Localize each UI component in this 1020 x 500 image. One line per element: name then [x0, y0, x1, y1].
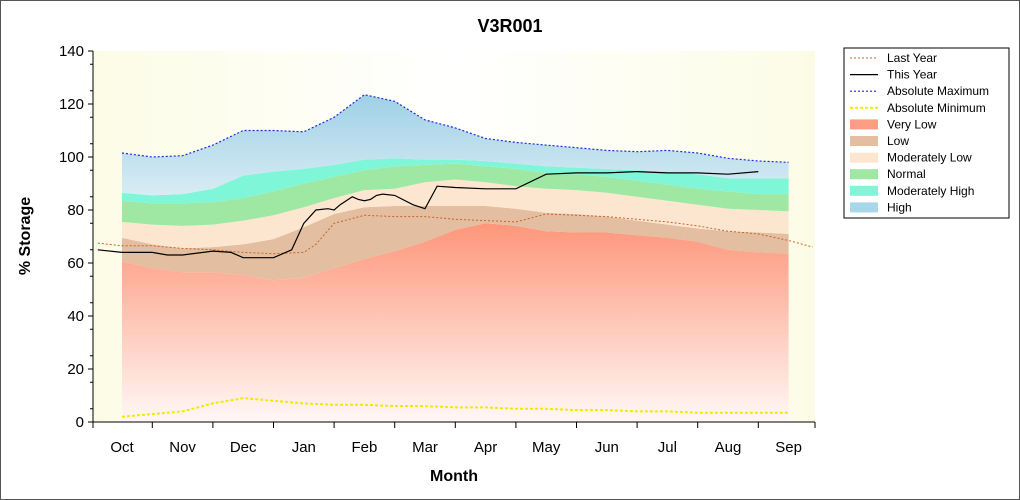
band-high — [122, 94, 789, 196]
x-tick-label: Jan — [292, 439, 316, 456]
legend-label-very-low: Very Low — [887, 117, 937, 131]
legend-label-moderately-low: Moderately Low — [887, 151, 972, 165]
legend: Last Year This Year Absolute Maximum Absolu… — [843, 47, 1010, 219]
y-tick-label: 120 — [59, 96, 84, 113]
x-tick-label: Sep — [775, 439, 802, 456]
line-absolute-minimum — [121, 397, 789, 418]
legend-label-moderately-high: Moderately High — [887, 184, 974, 198]
legend-label-last-year: Last Year — [887, 51, 937, 65]
band-moderately-high — [122, 158, 789, 204]
y-ticks: 0 20 40 60 80 100 120 140 — [59, 43, 93, 431]
chart-title: V3R001 — [477, 16, 542, 36]
legend-swatch-low — [850, 136, 878, 146]
legend-swatch-normal — [850, 169, 878, 180]
x-tick-label: May — [532, 439, 561, 456]
legend-label-this-year: This Year — [887, 68, 937, 82]
y-axis-title: % Storage — [17, 197, 34, 275]
y-tick-label: 40 — [67, 308, 84, 325]
legend-label-absolute-minimum: Absolute Minimum — [887, 101, 986, 115]
legend-swatch-moderately-low — [850, 152, 878, 163]
line-last-year — [97, 213, 813, 255]
line-this-year — [97, 170, 759, 259]
x-tick-label: Aug — [715, 439, 742, 456]
legend-label-normal: Normal — [887, 167, 926, 181]
legend-label-absolute-maximum: Absolute Maximum — [887, 84, 989, 98]
legend-label-low: Low — [887, 134, 909, 148]
legend-swatch-high — [850, 202, 878, 213]
band-low — [122, 206, 789, 281]
series-lines — [97, 94, 813, 418]
x-tick-label: Jun — [595, 439, 619, 456]
x-tick-label: Mar — [412, 439, 438, 456]
x-tick-label: Feb — [351, 439, 377, 456]
band-very-low — [122, 223, 789, 422]
band-normal — [122, 163, 789, 226]
y-tick-label: 100 — [59, 149, 84, 166]
y-tick-label: 20 — [67, 361, 84, 378]
band-moderately-low — [122, 179, 789, 249]
y-tick-label: 140 — [59, 43, 84, 60]
line-absolute-maximum — [121, 94, 789, 163]
y-tick-label: 80 — [67, 202, 84, 219]
legend-swatch-moderately-high — [850, 185, 878, 196]
x-tick-label: Nov — [169, 439, 196, 456]
range-bands — [122, 94, 789, 422]
x-axis-title: Month — [430, 468, 478, 485]
legend-swatch-very-low — [850, 119, 878, 130]
x-ticks: Oct Nov Dec Jan Feb Mar Apr May Jun Jul Aug Sep — [92, 422, 816, 456]
legend-label-high: High — [887, 200, 912, 214]
y-tick-label: 0 — [76, 414, 84, 431]
y-tick-label: 60 — [67, 255, 84, 272]
x-tick-label: Dec — [230, 439, 257, 456]
x-tick-label: Apr — [474, 439, 497, 456]
x-tick-label: Jul — [658, 439, 677, 456]
x-tick-label: Oct — [110, 439, 134, 456]
